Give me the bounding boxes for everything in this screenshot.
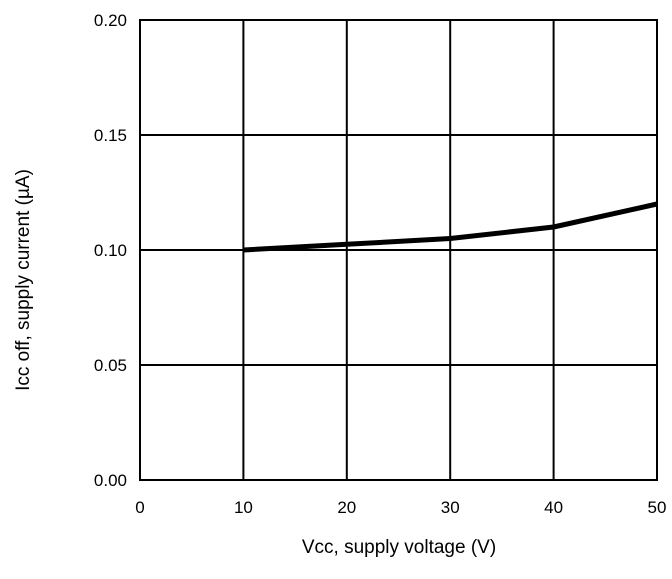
x-axis-label: Vcc, supply voltage (V) [302,537,496,558]
y-tick-label-2: 0.10 [94,241,127,260]
x-tick-label-1: 10 [234,498,253,517]
y-axis-label: Icc off, supply current (µA) [13,169,34,391]
grid [139,19,658,481]
y-tick-label-0: 0.00 [94,471,127,490]
plot-area-frame [139,19,658,481]
y-tick-label-4: 0.20 [94,11,127,30]
x-tick-label-5: 50 [648,498,667,517]
x-tick-label-4: 40 [544,498,563,517]
x-axis-ticks: 0 10 20 30 40 50 [135,498,666,517]
y-tick-label-1: 0.05 [94,356,127,375]
series-layer [243,201,658,253]
y-tick-label-3: 0.15 [94,126,127,145]
x-tick-label-0: 0 [135,498,144,517]
x-tick-label-2: 20 [337,498,356,517]
x-tick-label-3: 30 [441,498,460,517]
y-axis-ticks: 0.00 0.05 0.10 0.15 0.20 [94,11,127,490]
series-line-0 [243,201,658,253]
